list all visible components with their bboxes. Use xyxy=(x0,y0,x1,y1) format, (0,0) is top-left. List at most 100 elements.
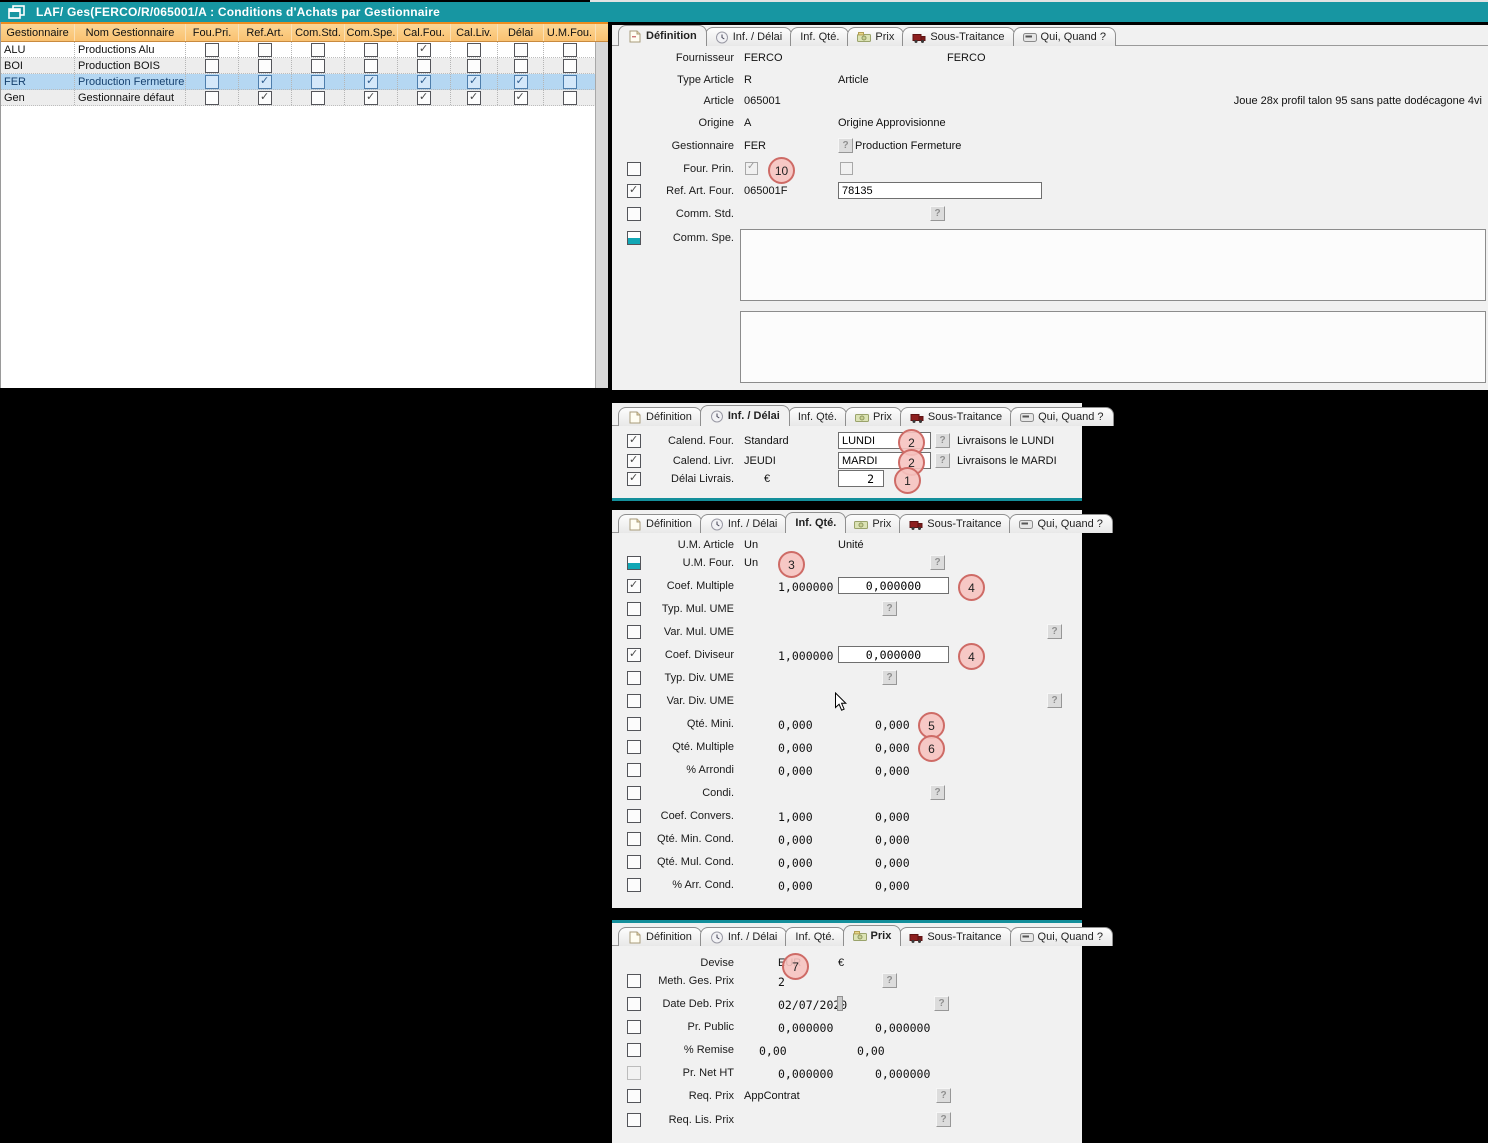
override-checkbox[interactable] xyxy=(627,207,641,221)
override-checkbox[interactable] xyxy=(627,1113,641,1127)
row-checkbox[interactable] xyxy=(417,90,431,105)
table-row[interactable]: ALU Productions Alu xyxy=(1,42,608,58)
override-checkbox[interactable] xyxy=(627,997,641,1011)
comment-textarea-2[interactable] xyxy=(740,311,1486,383)
row-checkbox[interactable] xyxy=(562,42,577,57)
row-checkbox[interactable] xyxy=(513,58,528,73)
override-checkbox[interactable] xyxy=(627,625,641,639)
help-button[interactable] xyxy=(1047,624,1062,639)
row-checkbox[interactable] xyxy=(364,90,378,105)
delai-livrais-input[interactable] xyxy=(838,470,884,487)
tab-definition[interactable]: Définition xyxy=(618,927,702,946)
override-checkbox[interactable] xyxy=(627,974,641,988)
override-checkbox[interactable] xyxy=(627,763,641,777)
tab-inf-delai[interactable]: Inf. / Délai xyxy=(699,514,788,533)
tab-inf-qte[interactable]: Inf. Qté. xyxy=(785,512,847,533)
row-checkbox[interactable] xyxy=(258,42,272,57)
help-button[interactable] xyxy=(936,1088,951,1103)
comm-spe-textarea[interactable] xyxy=(740,229,1486,301)
tab-definition[interactable]: Définition xyxy=(618,25,707,46)
ref-art-four-input[interactable] xyxy=(838,182,1042,199)
date-spin-handle[interactable] xyxy=(837,996,843,1011)
tab-inf-delai[interactable]: Inf. / Délai xyxy=(699,405,790,426)
row-checkbox[interactable] xyxy=(311,90,325,105)
row-checkbox[interactable] xyxy=(467,90,481,105)
row-checkbox[interactable] xyxy=(311,42,325,57)
tab-prix[interactable]: Prix xyxy=(844,514,902,533)
four-prin-checkbox[interactable] xyxy=(745,161,758,175)
tab-qui-quand[interactable]: Qui, Quand ? xyxy=(1010,407,1114,426)
four-prin-checkbox-2[interactable] xyxy=(840,162,853,175)
help-button[interactable] xyxy=(934,996,949,1011)
row-checkbox[interactable] xyxy=(467,58,481,73)
tab-inf-qte[interactable]: Inf. Qté. xyxy=(790,27,850,46)
override-checkbox[interactable] xyxy=(627,1043,641,1057)
row-checkbox[interactable] xyxy=(562,90,577,105)
override-checkbox[interactable] xyxy=(627,556,641,570)
help-button[interactable] xyxy=(882,670,897,685)
tab-qui-quand[interactable]: Qui, Quand ? xyxy=(1009,927,1113,946)
tab-inf-qte[interactable]: Inf. Qté. xyxy=(787,407,847,426)
help-button[interactable] xyxy=(935,433,950,448)
override-checkbox[interactable] xyxy=(627,162,641,176)
tab-prix[interactable]: Prix xyxy=(842,925,902,946)
help-button[interactable] xyxy=(930,785,945,800)
override-checkbox[interactable] xyxy=(627,231,641,245)
tab-inf-delai[interactable]: Inf. / Délai xyxy=(699,927,788,946)
override-checkbox[interactable] xyxy=(627,578,641,593)
help-button[interactable] xyxy=(1047,693,1062,708)
tab-definition[interactable]: Définition xyxy=(618,514,702,533)
row-checkbox[interactable] xyxy=(467,74,481,89)
override-checkbox[interactable] xyxy=(627,471,641,486)
row-checkbox[interactable] xyxy=(311,58,325,73)
tab-inf-qte[interactable]: Inf. Qté. xyxy=(785,927,845,946)
override-checkbox[interactable] xyxy=(627,647,641,662)
help-button[interactable] xyxy=(882,973,897,988)
override-checkbox[interactable] xyxy=(627,433,641,448)
help-button[interactable] xyxy=(882,601,897,616)
override-checkbox[interactable] xyxy=(627,694,641,708)
override-checkbox[interactable] xyxy=(627,453,641,468)
row-checkbox[interactable] xyxy=(364,42,378,57)
table-scrollbar[interactable] xyxy=(595,42,608,388)
row-checkbox[interactable] xyxy=(513,90,528,105)
row-checkbox[interactable] xyxy=(513,42,528,57)
row-checkbox[interactable] xyxy=(258,74,272,89)
tab-definition[interactable]: Définition xyxy=(618,407,702,426)
row-checkbox[interactable] xyxy=(311,74,325,89)
override-checkbox[interactable] xyxy=(627,1089,641,1103)
override-checkbox[interactable] xyxy=(627,602,641,616)
row-checkbox[interactable] xyxy=(205,74,219,89)
row-checkbox[interactable] xyxy=(205,58,219,73)
override-checkbox[interactable] xyxy=(627,183,641,198)
row-checkbox[interactable] xyxy=(364,58,378,73)
row-checkbox[interactable] xyxy=(258,90,272,105)
tab-sous-traitance[interactable]: Sous-Traitance xyxy=(902,27,1015,46)
table-row[interactable]: BOI Production BOIS xyxy=(1,58,608,74)
tab-qui-quand[interactable]: Qui, Quand ? xyxy=(1012,27,1116,46)
override-checkbox[interactable] xyxy=(627,717,641,731)
override-checkbox[interactable] xyxy=(627,1020,641,1034)
row-checkbox[interactable] xyxy=(562,58,577,73)
table-row[interactable]: FER Production Fermeture xyxy=(1,74,608,90)
help-button[interactable] xyxy=(936,1112,951,1127)
coef-multiple-input[interactable] xyxy=(838,577,949,594)
tab-sous-traitance[interactable]: Sous-Traitance xyxy=(899,514,1012,533)
tab-prix[interactable]: Prix xyxy=(844,407,902,426)
row-checkbox[interactable] xyxy=(364,74,378,89)
row-checkbox[interactable] xyxy=(513,74,528,89)
row-checkbox[interactable] xyxy=(417,42,431,57)
tab-sous-traitance[interactable]: Sous-Traitance xyxy=(899,927,1012,946)
help-button[interactable] xyxy=(935,453,950,468)
override-checkbox[interactable] xyxy=(627,855,641,869)
table-row[interactable]: Gen Gestionnaire défaut xyxy=(1,90,608,106)
override-checkbox[interactable] xyxy=(627,809,641,823)
tab-inf-delai[interactable]: Inf. / Délai xyxy=(704,27,793,46)
tab-qui-quand[interactable]: Qui, Quand ? xyxy=(1009,514,1113,533)
help-button[interactable] xyxy=(930,555,945,570)
row-checkbox[interactable] xyxy=(467,42,481,57)
row-checkbox[interactable] xyxy=(205,90,219,105)
override-checkbox[interactable] xyxy=(627,878,641,892)
override-checkbox[interactable] xyxy=(627,832,641,846)
override-checkbox[interactable] xyxy=(627,786,641,800)
